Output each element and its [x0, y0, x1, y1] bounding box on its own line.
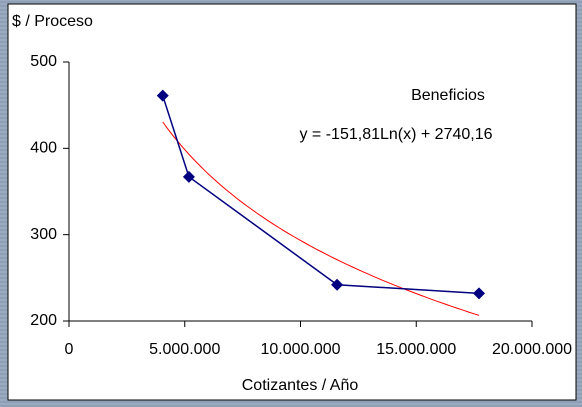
x-tick-label: 0 — [65, 341, 74, 358]
x-tick-label: 5.000.000 — [149, 341, 220, 358]
marker — [182, 170, 195, 183]
x-tick-label: 15.000.000 — [376, 341, 456, 358]
y-axis-title: $ / Proceso — [12, 13, 93, 30]
y-tick-label: 500 — [30, 53, 57, 70]
marker — [156, 89, 169, 102]
trendline-equation: y = -151,81Ln(x) + 2740,16 — [299, 126, 492, 143]
y-tick-label: 400 — [30, 140, 57, 157]
series-line — [162, 95, 480, 295]
y-tick-label: 300 — [30, 226, 57, 243]
chart-area — [7, 3, 577, 401]
x-axis-title: Cotizantes / Año — [242, 377, 359, 394]
marker — [331, 278, 344, 291]
series-label: Beneficios — [411, 87, 485, 104]
x-tick-label: 20.000.000 — [492, 341, 572, 358]
y-tick-label: 200 — [30, 312, 57, 329]
marker — [472, 287, 485, 300]
trendline — [162, 121, 480, 316]
x-tick-label: 10.000.000 — [260, 341, 340, 358]
